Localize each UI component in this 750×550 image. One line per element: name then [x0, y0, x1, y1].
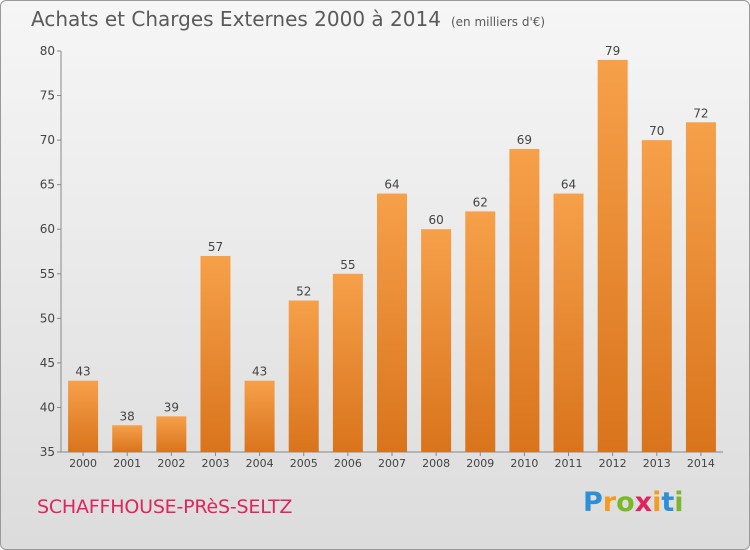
y-tick-label: 45 [40, 356, 55, 370]
value-label-2014: 72 [693, 106, 708, 120]
x-tick-label-2001: 2001 [113, 457, 141, 470]
value-label-2003: 57 [208, 240, 223, 254]
bars-group [68, 59, 716, 453]
logo-letter: r [602, 487, 617, 518]
axes: 35 40 45 50 55 60 65 70 75 80 2000 2001 2002 2003 2004… [40, 44, 723, 470]
x-tick-label-2012: 2012 [599, 457, 627, 470]
chart-subtitle: (en milliers d'€) [450, 15, 546, 29]
x-tick-label-2010: 2010 [510, 457, 538, 470]
bar-2003 [200, 255, 231, 452]
y-tick-label: 55 [40, 267, 55, 281]
value-label-2006: 55 [340, 258, 355, 272]
y-tick-label: 35 [40, 445, 55, 459]
bar-2006 [332, 273, 363, 452]
y-tick-label: 75 [40, 89, 55, 103]
bar-2001 [112, 425, 143, 452]
bar-2008 [421, 229, 452, 452]
location-name: SCHAFFHOUSE-PRèS-SELTZ [37, 496, 293, 518]
value-labels-group: 43 38 39 57 43 52 55 64 60 62 69 64 79 70 72 [75, 44, 708, 423]
bar-2014 [685, 122, 716, 453]
value-label-2012: 79 [605, 44, 620, 58]
value-label-2008: 60 [428, 213, 443, 227]
logo-letter: P [583, 487, 603, 518]
x-tick-label-2013: 2013 [643, 457, 671, 470]
value-label-2010: 69 [517, 133, 532, 147]
logo-letter: i [674, 487, 684, 518]
x-tick-label-2004: 2004 [246, 457, 274, 470]
value-label-2004: 43 [252, 365, 267, 379]
value-label-2007: 64 [384, 178, 399, 192]
chart-title: Achats et Charges Externes 2000 à 2014 (e… [31, 7, 545, 31]
bar-2010 [509, 149, 540, 452]
x-tick-label-2005: 2005 [290, 457, 318, 470]
y-tick-label: 70 [40, 133, 55, 147]
bar-2005 [288, 300, 319, 452]
value-label-2009: 62 [473, 195, 488, 209]
value-label-2002: 39 [164, 400, 179, 414]
bar-2002 [156, 416, 187, 452]
proxiti-logo: Proxiti [583, 487, 684, 518]
value-label-2000: 43 [75, 365, 90, 379]
x-tick-label-2009: 2009 [466, 457, 494, 470]
logo-letter: t [661, 487, 675, 518]
chart-title-text: Achats et Charges Externes 2000 à 2014 [31, 7, 441, 31]
value-label-2005: 52 [296, 285, 311, 299]
logo-letter: o [616, 487, 635, 518]
bar-2004 [244, 380, 275, 452]
logo-letter: i [652, 487, 662, 518]
value-label-2013: 70 [649, 124, 664, 138]
bar-2000 [68, 380, 99, 452]
y-tick-label: 80 [40, 44, 55, 58]
x-tick-label-2006: 2006 [334, 457, 362, 470]
y-tick-label: 60 [40, 222, 55, 236]
bar-2013 [641, 140, 672, 452]
x-tick-label-2000: 2000 [69, 457, 97, 470]
x-tick-label-2002: 2002 [157, 457, 185, 470]
y-tick-label: 65 [40, 178, 55, 192]
value-label-2011: 64 [561, 178, 576, 192]
x-tick-label-2014: 2014 [687, 457, 715, 470]
y-tick-label: 40 [40, 400, 55, 414]
value-label-2001: 38 [120, 409, 135, 423]
x-tick-label-2011: 2011 [555, 457, 583, 470]
bar-2007 [377, 193, 407, 453]
x-tick-label-2007: 2007 [378, 457, 406, 470]
y-tick-label: 50 [40, 311, 55, 325]
bar-2012 [597, 59, 628, 453]
logo-letter: x [634, 487, 653, 518]
x-tick-label-2008: 2008 [422, 457, 450, 470]
bar-2011 [553, 193, 584, 453]
bar-2009 [465, 211, 496, 452]
x-tick-label-2003: 2003 [201, 457, 229, 470]
